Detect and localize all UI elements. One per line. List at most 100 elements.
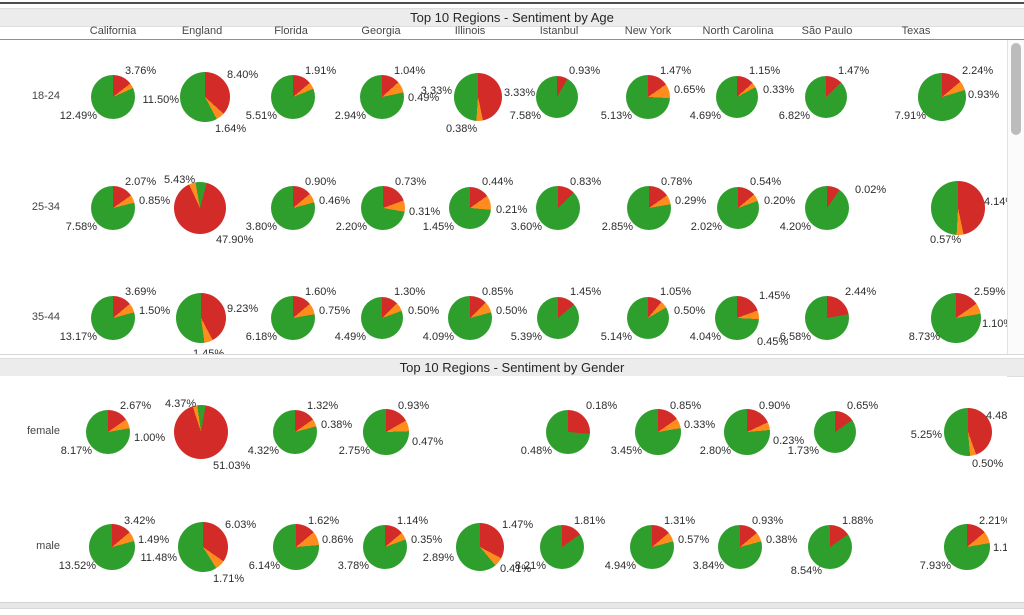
gender-section-title: Top 10 Regions - Sentiment by Gender: [399, 360, 625, 375]
row-label-male: male: [36, 540, 60, 552]
pie-value-label: 0.41%: [500, 563, 532, 575]
age-panel: 18-24 3.76% 12.49% 8.40% 1.64% 11.50% 1.91% 5.5…: [0, 40, 1007, 354]
pie-value-label: 4.09%: [422, 331, 454, 343]
pie-male-georgia[interactable]: [363, 525, 407, 569]
column-header-north-carolina: North Carolina: [702, 25, 774, 37]
pie-value-label: 3.78%: [337, 560, 369, 572]
pie-35-44-england[interactable]: [176, 293, 226, 343]
pie-value-label: 7.58%: [65, 221, 97, 233]
pie-25-34-california[interactable]: [91, 186, 135, 230]
age-scrollbar[interactable]: [1007, 40, 1024, 354]
pie-35-44-north-carolina[interactable]: [715, 296, 759, 340]
pie-male-istanbul[interactable]: [540, 525, 584, 569]
pie-value-label: 4.04%: [689, 331, 721, 343]
pie-female-florida[interactable]: [273, 410, 317, 454]
pie-value-label: 2.94%: [334, 110, 366, 122]
gender-panel: female 2.67% 1.00% 8.17% 4.37% 51.03% 1.32% 0.3…: [0, 376, 1007, 602]
pie-value-label: 1.45%: [759, 290, 791, 302]
pie-18-24-texas[interactable]: [918, 73, 966, 121]
pie-value-label: 3.33%: [420, 85, 452, 97]
column-header-california: California: [89, 25, 137, 37]
pie-value-label: 3.45%: [610, 445, 642, 457]
pie-18-24-new-york[interactable]: [626, 75, 670, 119]
pie-18-24-illinois[interactable]: [454, 73, 502, 121]
age-panel-content: 18-24 3.76% 12.49% 8.40% 1.64% 11.50% 1.91% 5.5…: [0, 40, 1007, 354]
pie-value-label: 3.69%: [125, 286, 157, 298]
column-header-georgia: Georgia: [361, 25, 401, 37]
pie-male-florida[interactable]: [273, 524, 319, 570]
pie-male-s-o-paulo[interactable]: [808, 525, 852, 569]
pie-female-s-o-paulo[interactable]: [814, 411, 856, 453]
pie-value-label: 1.88%: [842, 515, 874, 527]
pie-value-label: 5.13%: [600, 110, 632, 122]
pie-value-label: 0.86%: [322, 534, 354, 546]
pie-18-24-north-carolina[interactable]: [716, 76, 758, 118]
pie-value-label: 47.90%: [216, 234, 254, 246]
pie-35-44-texas[interactable]: [931, 293, 981, 343]
pie-25-34-istanbul[interactable]: [536, 186, 580, 230]
age-scrollbar-thumb[interactable]: [1011, 43, 1021, 135]
pie-value-label: 8.17%: [60, 445, 92, 457]
pie-25-34-florida[interactable]: [271, 186, 315, 230]
pie-35-44-illinois[interactable]: [448, 296, 492, 340]
pie-18-24-georgia[interactable]: [360, 75, 404, 119]
pie-value-label: 1.60%: [305, 286, 337, 298]
pie-male-new-york[interactable]: [630, 525, 674, 569]
pie-25-34-georgia[interactable]: [361, 186, 405, 230]
pie-value-label: 4.49%: [334, 331, 366, 343]
pie-value-label: 5.51%: [245, 110, 277, 122]
pie-value-label: 0.21%: [496, 204, 528, 216]
pie-female-georgia[interactable]: [363, 409, 409, 455]
pie-value-label: 4.48%: [986, 410, 1007, 422]
pie-value-label: 1.50%: [139, 305, 171, 317]
pie-male-texas[interactable]: [944, 524, 990, 570]
pie-male-illinois[interactable]: [456, 523, 504, 571]
pie-female-texas[interactable]: [944, 408, 992, 456]
pie-value-label: 2.21%: [979, 515, 1007, 527]
pie-18-24-istanbul[interactable]: [536, 76, 578, 118]
pie-18-24-california[interactable]: [91, 75, 135, 119]
pie-value-label: 8.73%: [908, 331, 940, 343]
pie-18-24-s-o-paulo[interactable]: [805, 76, 847, 118]
pie-35-44-georgia[interactable]: [361, 297, 403, 339]
pie-35-44-istanbul[interactable]: [537, 297, 579, 339]
pie-35-44-s-o-paulo[interactable]: [805, 296, 849, 340]
row-label-35-44: 35-44: [31, 311, 60, 323]
column-header-new-york: New York: [624, 25, 672, 37]
pie-value-label: 0.49%: [408, 92, 440, 104]
pie-value-label: 1.00%: [134, 432, 166, 444]
pie-18-24-england[interactable]: [180, 72, 230, 122]
row-label-25-34: 25-34: [31, 201, 60, 213]
pie-value-label: 0.50%: [496, 305, 528, 317]
pie-female-england[interactable]: [174, 405, 228, 459]
age-section-titlebar: Top 10 Regions - Sentiment by Age: [0, 8, 1024, 27]
pie-value-label: 6.18%: [245, 331, 277, 343]
column-header-illinois: Illinois: [454, 25, 486, 37]
pie-25-34-texas[interactable]: [931, 181, 985, 235]
pie-value-label: 3.60%: [510, 221, 542, 233]
pie-value-label: 4.37%: [165, 398, 197, 410]
pie-male-england[interactable]: [178, 522, 228, 572]
pie-25-34-new-york[interactable]: [627, 186, 671, 230]
pie-female-istanbul[interactable]: [546, 410, 590, 454]
gender-panel-content: female 2.67% 1.00% 8.17% 4.37% 51.03% 1.32% 0.3…: [0, 376, 1007, 602]
pie-18-24-florida[interactable]: [271, 75, 315, 119]
pie-female-north-carolina[interactable]: [724, 409, 770, 455]
pie-25-34-s-o-paulo[interactable]: [805, 186, 849, 230]
pie-female-new-york[interactable]: [635, 409, 681, 455]
pie-25-34-illinois[interactable]: [449, 187, 491, 229]
pie-25-34-england[interactable]: [174, 182, 226, 234]
pie-value-label: 2.24%: [962, 65, 994, 77]
pie-35-44-california[interactable]: [91, 296, 135, 340]
pie-value-label: 5.43%: [164, 174, 196, 186]
pie-male-california[interactable]: [89, 524, 135, 570]
pie-value-label: 0.35%: [411, 534, 443, 546]
window-top-border: [0, 2, 1024, 4]
pie-35-44-florida[interactable]: [271, 296, 315, 340]
pie-female-california[interactable]: [86, 410, 130, 454]
pie-value-label: 1.32%: [307, 400, 339, 412]
pie-value-label: 0.33%: [684, 419, 716, 431]
pie-35-44-new-york[interactable]: [627, 297, 669, 339]
pie-male-north-carolina[interactable]: [718, 525, 762, 569]
pie-25-34-north-carolina[interactable]: [717, 187, 759, 229]
